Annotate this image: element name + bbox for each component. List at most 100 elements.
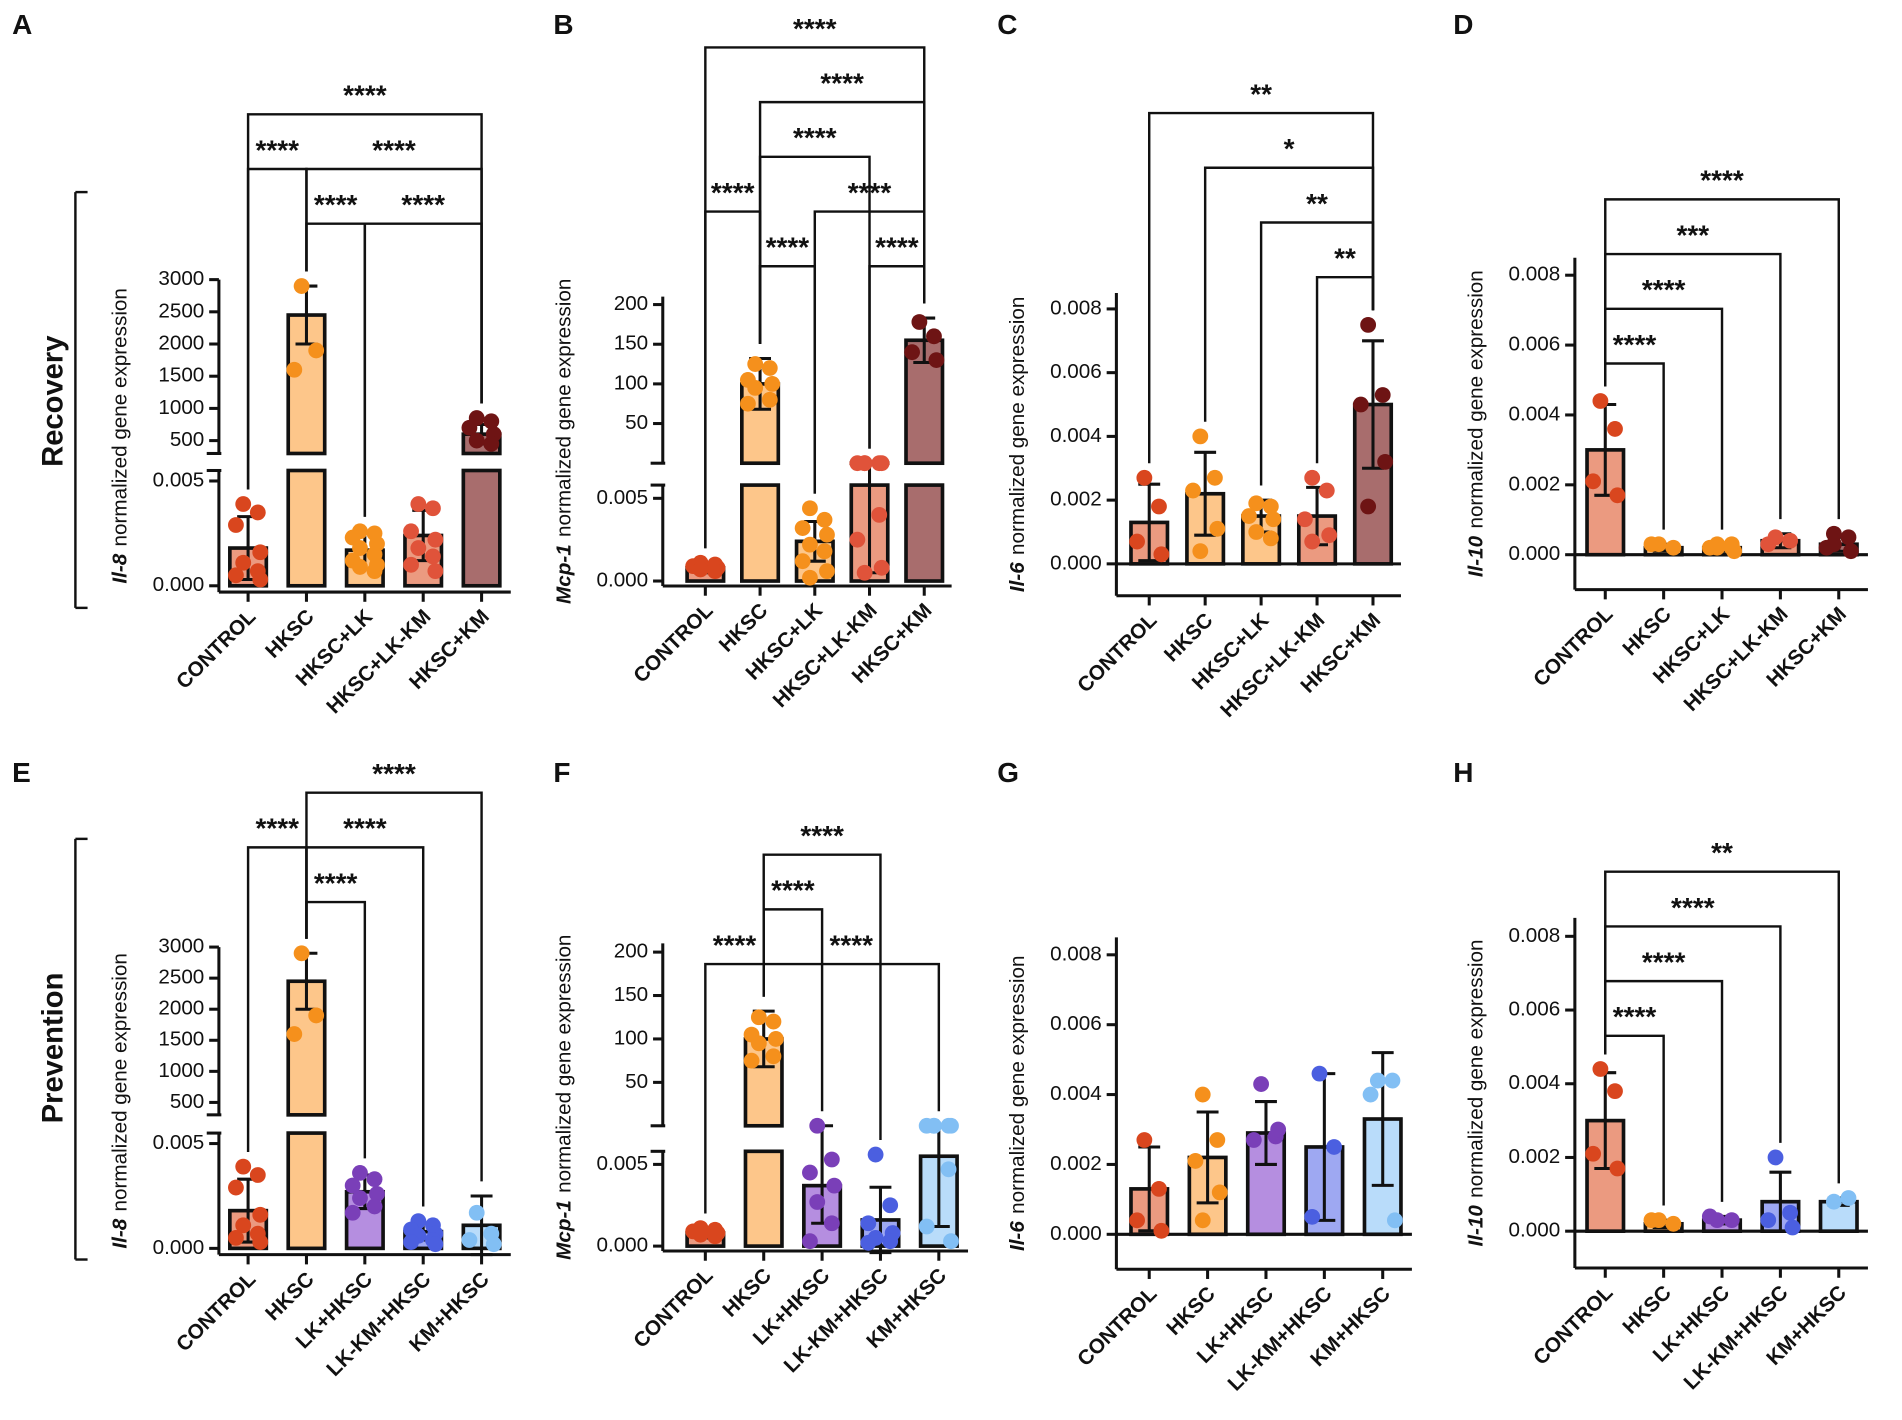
significance-label: **** [372,134,416,165]
data-point [1151,1180,1167,1197]
significance-label: *** [1677,219,1710,250]
data-point [252,1206,269,1223]
y-tick-label: 0.008 [1509,924,1561,947]
y-tick-label: 3000 [158,267,204,290]
data-point [873,455,890,472]
y-tick-label: 0.006 [1050,360,1102,383]
y-tick-label: 0.004 [1050,1082,1102,1105]
y-tick-label: 0.006 [1509,997,1561,1020]
data-point [940,1161,957,1178]
data-point [1185,482,1201,499]
data-point [1782,1204,1799,1221]
data-point [252,571,269,588]
data-point [1206,469,1223,486]
data-point [1360,498,1377,515]
data-point [235,1158,252,1175]
data-point [1304,469,1321,486]
y-tick-label: 0.002 [1050,1152,1102,1175]
data-point [823,1151,840,1168]
data-point [308,342,325,359]
data-point [743,1052,760,1069]
y-tick-label: 0.005 [596,1152,648,1175]
significance-label: **** [343,80,387,111]
data-point [293,945,310,962]
significance-label: **** [875,232,919,263]
data-point [286,361,303,378]
data-point [352,540,368,556]
data-point [707,1228,723,1245]
panel-label: G [997,757,1019,788]
data-point [369,1185,385,1202]
data-point [1248,495,1265,512]
data-point [1304,1208,1321,1225]
significance-bracket [1604,870,1840,1184]
y-tick-label: 0.000 [1050,551,1102,574]
significance-label: **** [1642,274,1686,305]
data-point [1709,539,1726,556]
data-point [410,496,427,512]
y-label-text: normalized gene expression [553,279,576,537]
data-point [882,1233,899,1250]
data-point [1723,536,1740,553]
data-point [286,1026,303,1042]
data-point [485,1236,502,1253]
significance-label: ** [1711,837,1733,868]
data-point [308,1007,325,1024]
y-tick-label: 1500 [158,364,204,387]
x-tick-label: LK-KM+HKSC [1223,1282,1336,1395]
panel-label: B [553,9,573,40]
y-tick-label: 0.008 [1050,296,1102,319]
significance-label: **** [1700,165,1744,196]
data-point [1253,1076,1270,1092]
data-point [873,559,890,576]
data-point [750,1009,767,1026]
data-point [802,569,818,586]
data-point [871,506,888,523]
data-point [352,1190,368,1206]
significance-label: **** [793,122,837,153]
significance-bracket [762,853,882,1140]
y-label-gene: Il-10 [1465,1205,1488,1247]
data-point [819,563,835,580]
data-point [747,379,764,396]
significance-label: * [1284,133,1295,164]
y-tick-label: 0.000 [1050,1222,1102,1245]
bar [743,1149,784,1248]
significance-label: **** [830,929,874,960]
panel-label: A [12,9,32,40]
y-tick-label: 150 [614,332,648,355]
y-tick-label: 2500 [158,966,204,989]
panel-label: H [1453,757,1473,788]
y-tick-label: 0.005 [153,1131,205,1154]
panel-label: F [553,757,570,788]
y-label-gene: Il-10 [1465,535,1488,577]
data-point [856,564,873,581]
significance-label: **** [314,189,358,220]
bar [286,468,327,588]
data-point [1248,524,1265,540]
data-point [228,1179,244,1196]
data-point [1318,482,1335,499]
x-tick-label: LK-KM+HKSC [779,1264,892,1377]
data-point [1384,1072,1401,1089]
significance-label: **** [766,232,810,263]
data-point [468,1204,485,1221]
data-point [911,314,928,330]
data-point [1609,487,1626,504]
data-point [928,352,945,368]
data-point [1784,1219,1801,1236]
data-point [344,1204,361,1221]
data-point [819,526,835,543]
significance-bracket [1203,166,1375,422]
y-label-gene: Il-8 [109,1218,132,1248]
data-point [1665,539,1682,556]
x-tick-label: LK-KM+HKSC [1679,1281,1792,1394]
bar [461,468,502,588]
data-point [483,435,500,452]
data-point [1360,316,1377,333]
y-axis-label: Il-8 normalized gene expression [109,288,132,583]
data-point [228,567,244,584]
data-point [427,1236,444,1253]
y-tick-label: 2500 [158,299,204,322]
y-tick-label: 0.000 [596,1234,648,1257]
